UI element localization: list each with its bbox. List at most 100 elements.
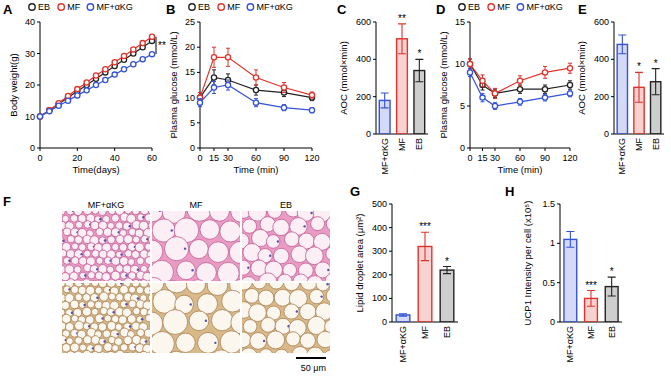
marker xyxy=(149,52,154,57)
y-tick-label: 15 xyxy=(185,67,195,77)
y-tick-label: 25 xyxy=(185,17,195,27)
cell xyxy=(132,352,140,353)
x-tick-label: 0 xyxy=(37,153,42,163)
y-tick-label: 500 xyxy=(372,199,387,209)
annotation: * xyxy=(637,61,641,72)
legend-marker xyxy=(189,4,195,10)
y-tick xyxy=(389,227,392,228)
marker xyxy=(225,82,230,87)
nucleus xyxy=(263,340,265,342)
y-axis-label: Lipid droplet area (μm²) xyxy=(354,214,365,313)
y-tick xyxy=(389,298,392,299)
cell xyxy=(144,329,150,337)
marker xyxy=(37,114,42,119)
nucleus xyxy=(120,283,122,285)
y-tick xyxy=(197,47,200,48)
nucleus xyxy=(129,325,131,327)
plot-area xyxy=(197,47,314,113)
nucleus xyxy=(103,340,105,342)
error-bar xyxy=(543,67,547,79)
x-tick-label: 15 xyxy=(209,153,219,163)
error-bar xyxy=(568,90,572,97)
x-axis-label: Time (min) xyxy=(233,164,278,175)
cell xyxy=(96,257,103,264)
error-bar xyxy=(254,70,258,85)
plot-area xyxy=(396,232,454,322)
y-tick xyxy=(373,96,376,97)
x-axis-label: Time (min) xyxy=(497,164,542,175)
y-tick xyxy=(37,85,40,86)
y-tick-label: 1.5 xyxy=(542,199,555,209)
cell xyxy=(82,279,91,281)
cell xyxy=(92,211,99,214)
series-line xyxy=(200,85,312,110)
category-label: MF+αKG xyxy=(380,138,390,174)
y-tick-label: 10 xyxy=(455,59,465,69)
legend-marker xyxy=(459,4,465,10)
cell xyxy=(250,332,267,349)
cell xyxy=(229,241,240,263)
x-tick-label: 120 xyxy=(304,153,319,163)
cell xyxy=(91,283,99,287)
category-label: MF xyxy=(634,138,644,151)
cell xyxy=(123,352,130,353)
nucleus xyxy=(125,274,127,276)
marker xyxy=(480,78,485,83)
nucleus xyxy=(191,269,193,271)
y-tick xyxy=(611,22,614,23)
cell xyxy=(91,336,100,345)
nucleus xyxy=(96,297,98,299)
error-bar xyxy=(481,75,485,87)
marker xyxy=(492,103,497,108)
cell xyxy=(104,315,111,322)
x-tick-label: 60 xyxy=(147,153,157,163)
y-tick-label: 10 xyxy=(25,112,35,122)
panel-letter: D xyxy=(436,2,445,17)
marker xyxy=(84,88,89,93)
error-bar xyxy=(226,80,230,90)
marker xyxy=(131,47,136,52)
micrograph xyxy=(62,211,150,281)
cell xyxy=(269,283,284,289)
y-tick-label: 0 xyxy=(604,129,609,139)
marker xyxy=(567,82,572,87)
cell xyxy=(70,300,79,309)
cell xyxy=(79,272,86,279)
cell xyxy=(91,280,98,281)
cell xyxy=(259,349,273,353)
x-tick xyxy=(40,148,41,151)
cell xyxy=(67,279,75,281)
y-tick-label: 400 xyxy=(372,223,387,233)
nucleus xyxy=(104,239,106,241)
legend-marker xyxy=(58,4,64,10)
cell xyxy=(72,243,79,250)
marker xyxy=(467,61,472,66)
marker xyxy=(211,75,216,80)
x-axis xyxy=(40,148,152,149)
cell xyxy=(133,236,140,243)
cell xyxy=(99,237,106,244)
error-bar xyxy=(652,69,660,95)
cell xyxy=(82,350,91,353)
x-tick-label: 0 xyxy=(197,153,202,163)
nucleus xyxy=(128,225,130,227)
cell xyxy=(70,215,78,223)
y-axis xyxy=(376,22,377,134)
cell xyxy=(300,333,315,348)
cell xyxy=(132,251,140,259)
plot-area xyxy=(467,59,572,109)
y-axis-label: Plasma glucose (mmol/L) xyxy=(438,31,449,138)
error-bar xyxy=(468,59,472,69)
cell xyxy=(311,217,325,231)
y-tick-label: 30 xyxy=(25,49,35,59)
legend-label: EB xyxy=(38,2,50,12)
cell xyxy=(266,235,280,249)
cell xyxy=(284,304,299,319)
error-bar xyxy=(543,85,547,93)
x-tick-label: 60 xyxy=(251,153,261,163)
error-bar xyxy=(468,59,472,69)
nucleus xyxy=(142,216,144,218)
cell xyxy=(104,343,113,352)
legend-label: MF xyxy=(227,2,240,12)
cell xyxy=(177,261,196,280)
